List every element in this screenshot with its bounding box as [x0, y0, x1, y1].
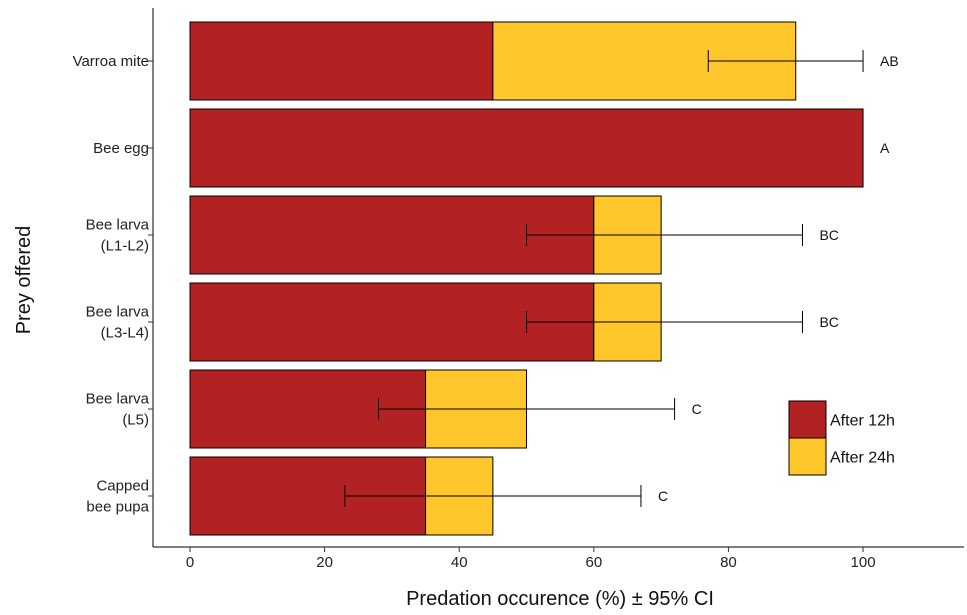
bar-after-12h-1 — [189, 108, 864, 188]
x-tick-label-3: 60 — [585, 554, 602, 571]
x-tick-label-1: 20 — [316, 554, 333, 571]
x-tick-label-0: 0 — [186, 554, 194, 571]
legend-label-0: After 12h — [830, 413, 895, 430]
category-label-5-1: bee pupa — [86, 499, 149, 516]
annotation-2: BC — [819, 227, 838, 243]
y-axis-title: Prey offered — [13, 226, 35, 335]
error-bars-layer — [344, 50, 864, 507]
x-tick-label-4: 80 — [720, 554, 737, 571]
category-label-2-1: (L1-L2) — [101, 238, 149, 255]
legend-label-1: After 24h — [830, 450, 895, 467]
category-label-2-0: Bee larva — [86, 217, 150, 234]
category-label-3-1: (L3-L4) — [101, 325, 149, 342]
x-axis-title: Predation occurence (%) ± 95% CI — [406, 588, 714, 610]
annotation-0: AB — [880, 53, 899, 69]
category-label-5-0: Capped — [96, 478, 149, 495]
category-label-1-0: Bee egg — [93, 140, 149, 157]
bar-after-12h-0 — [189, 21, 494, 101]
x-tick-label-5: 100 — [851, 554, 876, 571]
annotation-1: A — [880, 140, 890, 156]
annotation-4: C — [692, 401, 702, 417]
axes-layer: 0 20 40 60 80 100 Varroa mite Bee egg Bee larva (… — [73, 8, 964, 571]
category-label-0-0: Varroa mite — [73, 53, 149, 70]
bars-layer — [189, 21, 864, 536]
x-tick-label-2: 40 — [451, 554, 468, 571]
category-label-3-0: Bee larva — [86, 304, 150, 321]
category-label-4-1: (L5) — [122, 412, 149, 429]
annotations-layer: AB A BC BC C C — [658, 53, 899, 504]
annotation-5: C — [658, 488, 668, 504]
category-label-4-0: Bee larva — [86, 391, 150, 408]
legend-swatch-0 — [788, 400, 827, 439]
legend-swatch-1 — [788, 437, 827, 476]
legend: After 12h After 24h — [788, 400, 895, 476]
annotation-3: BC — [819, 314, 838, 330]
